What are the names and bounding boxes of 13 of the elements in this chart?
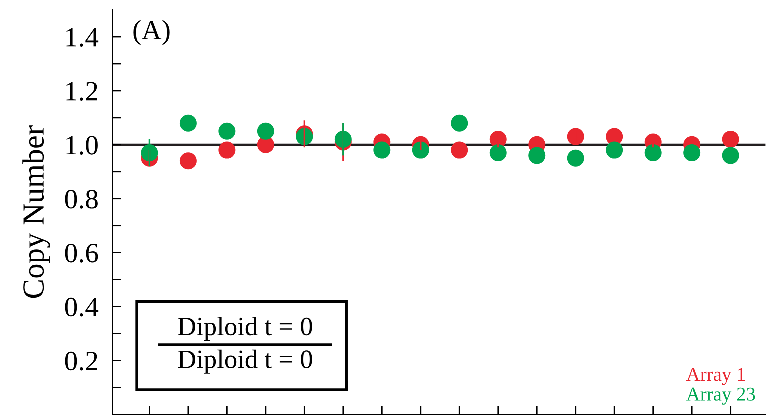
y-tick-label: 1.2 <box>66 82 98 101</box>
y-tick-label: 0.2 <box>65 352 98 371</box>
y-tick-label: 0.4 <box>65 298 99 317</box>
y-tick-label: 1.0 <box>66 136 98 155</box>
y-axis-title: Copy Number <box>22 126 50 298</box>
y-tick-label: 0.6 <box>65 244 98 263</box>
annotation: Diploid t = 0 <box>178 317 312 342</box>
annotation: Diploid t = 0 <box>178 350 312 374</box>
y-tick-label: 1.4 <box>66 28 99 48</box>
y-tick-label: 0.8 <box>65 190 98 209</box>
text: Array 23 <box>686 388 756 405</box>
text: Array 1 <box>686 368 746 386</box>
annotation: (A) <box>134 20 170 46</box>
